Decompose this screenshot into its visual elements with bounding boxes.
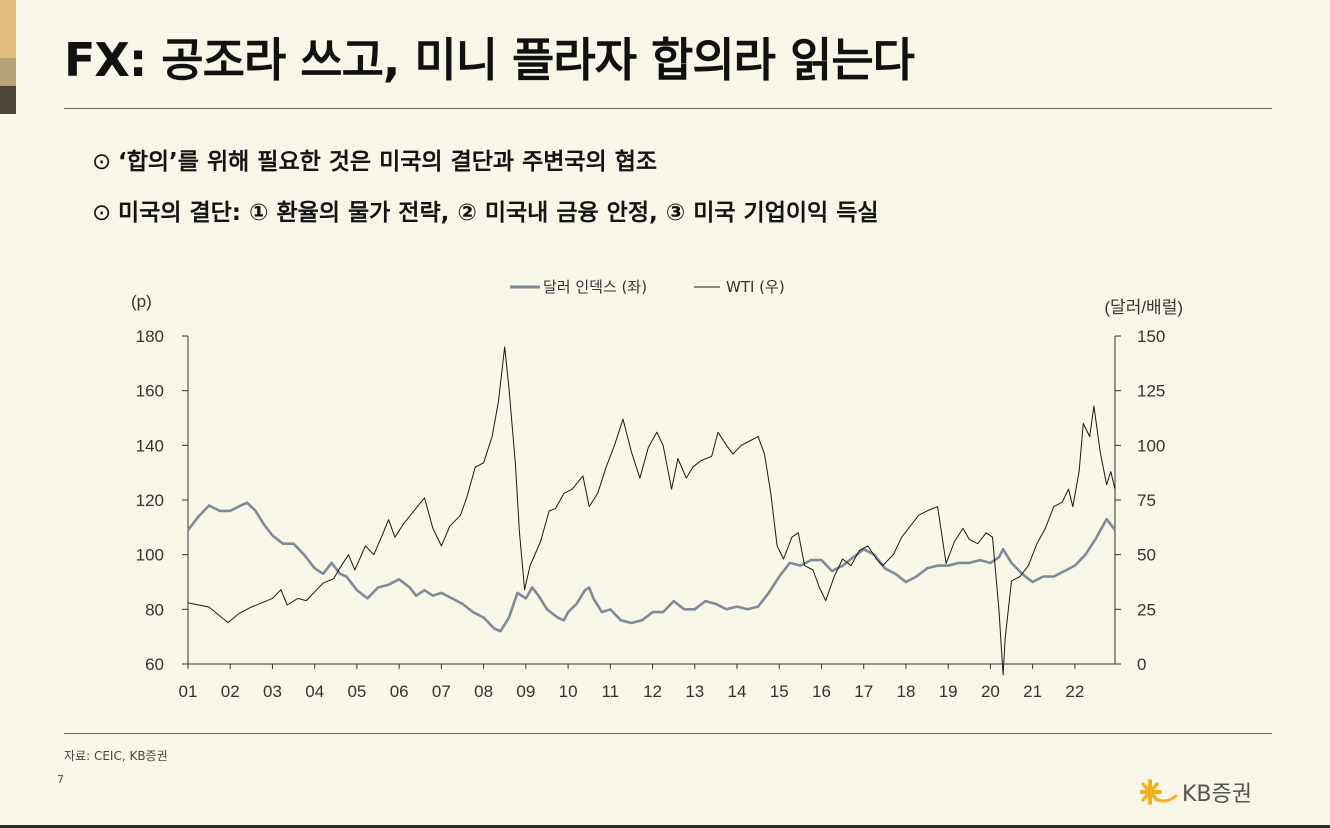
left-axis-tick-label: 80 xyxy=(145,600,164,619)
chart-series xyxy=(186,346,1117,676)
left-axis-tick-label: 60 xyxy=(145,655,164,674)
dollar-index-line xyxy=(186,501,1117,633)
bullet-mark: ⊙ xyxy=(92,200,112,226)
source-divider xyxy=(64,733,1272,734)
x-axis-tick-label: 17 xyxy=(854,682,873,701)
x-axis-tick-label: 07 xyxy=(432,682,451,701)
right-axis-tick-label: 0 xyxy=(1137,655,1146,674)
x-axis-tick-label: 13 xyxy=(685,682,704,701)
corner-accent-tan xyxy=(0,58,16,86)
bottom-bar xyxy=(0,825,1330,828)
bullet-text: 미국의 결단: ① 환율의 물가 전략, ② 미국내 금융 안정, ③ 미국 기… xyxy=(118,200,879,226)
x-axis-tick-label: 01 xyxy=(179,682,198,701)
bullet-mark: ⊙ xyxy=(92,149,112,175)
x-axis-tick-label: 21 xyxy=(1023,682,1042,701)
right-axis-tick-label: 100 xyxy=(1137,436,1165,455)
x-axis-tick-label: 06 xyxy=(390,682,409,701)
bullet-item: ⊙ 미국의 결단: ① 환율의 물가 전략, ② 미국내 금융 안정, ③ 미국 … xyxy=(92,193,879,227)
x-axis-tick-label: 09 xyxy=(516,682,535,701)
right-axis-tick-label: 150 xyxy=(1137,327,1165,346)
x-axis-tick-label: 03 xyxy=(263,682,282,701)
x-axis-tick-label: 12 xyxy=(643,682,662,701)
legend-label-dollar-index: 달러 인덱스 (좌) xyxy=(543,278,647,296)
right-axis-tick-label: 50 xyxy=(1137,546,1156,565)
left-axis-tick-label: 160 xyxy=(136,382,164,401)
chart-legend: 달러 인덱스 (좌) WTI (우) xyxy=(510,278,785,296)
right-axis-tick-label: 25 xyxy=(1137,600,1156,619)
wti-line xyxy=(187,346,1116,676)
kb-logo: KB증권 xyxy=(1140,776,1252,808)
title-divider xyxy=(64,108,1272,109)
x-axis-tick-label: 05 xyxy=(347,682,366,701)
x-axis-tick-label: 19 xyxy=(939,682,958,701)
page-number: 7 xyxy=(57,773,64,786)
legend-label-wti: WTI (우) xyxy=(726,278,785,296)
bullet-text: ‘합의’를 위해 필요한 것은 미국의 결단과 주변국의 협조 xyxy=(118,149,658,175)
chart-axes: 60 80 100 120 140 160 180 0 25 50 75 100 125 150 01 02 0… xyxy=(136,327,1166,701)
bullet-item: ⊙ ‘합의’를 위해 필요한 것은 미국의 결단과 주변국의 협조 xyxy=(92,142,657,176)
x-axis-tick-label: 04 xyxy=(305,682,324,701)
left-axis-unit: (p) xyxy=(131,292,152,311)
left-axis-tick-label: 180 xyxy=(136,327,164,346)
x-axis-tick-label: 02 xyxy=(221,682,240,701)
corner-accent-dark xyxy=(0,86,16,114)
x-axis-tick-label: 15 xyxy=(770,682,789,701)
x-axis-tick-label: 10 xyxy=(559,682,578,701)
x-axis-tick-label: 18 xyxy=(896,682,915,701)
x-axis-tick-label: 14 xyxy=(728,682,747,701)
corner-accent-gold xyxy=(0,0,16,58)
right-axis-unit: (달러/배럴) xyxy=(1104,298,1183,317)
logo-text: KB증권 xyxy=(1182,782,1252,807)
x-axis-tick-label: 11 xyxy=(601,682,619,701)
x-axis-tick-label: 20 xyxy=(981,682,1000,701)
x-axis-tick-label: 22 xyxy=(1065,682,1084,701)
left-axis-tick-label: 140 xyxy=(136,436,164,455)
left-axis-tick-label: 100 xyxy=(136,546,164,565)
kb-star-icon xyxy=(1140,779,1178,805)
right-axis-tick-label: 75 xyxy=(1137,491,1156,510)
x-axis-tick-label: 16 xyxy=(812,682,831,701)
right-axis-tick-label: 125 xyxy=(1137,382,1165,401)
source-note: 자료: CEIC, KB증권 xyxy=(64,749,168,763)
x-axis-tick-label: 08 xyxy=(474,682,493,701)
left-axis-tick-label: 120 xyxy=(136,491,164,510)
slide-title: FX: 공조라 쓰고, 미니 플라자 합의라 읽는다 xyxy=(64,33,915,87)
